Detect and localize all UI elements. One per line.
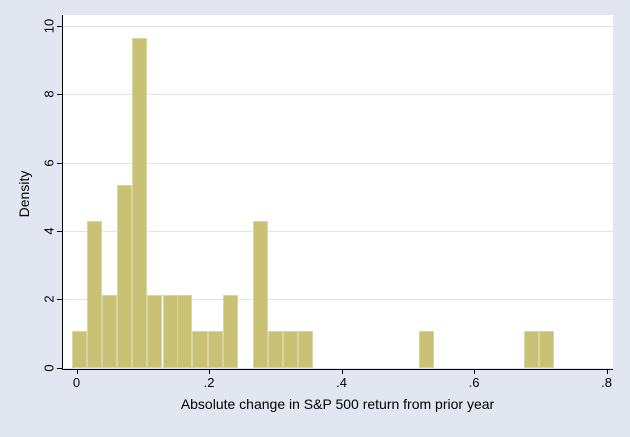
y-tick	[57, 231, 62, 233]
histogram-bar	[252, 221, 268, 368]
x-tick	[606, 369, 608, 374]
histogram-bar	[523, 331, 539, 368]
histogram-bar	[71, 331, 87, 368]
y-tick	[57, 367, 62, 369]
histogram-bar	[162, 294, 178, 368]
x-tick-label: 0	[72, 375, 81, 390]
histogram-bar	[283, 331, 299, 368]
gridline	[63, 367, 613, 369]
plot-area: 0 2 4 6 8 10 0 .2 .4 .6 .8	[42, 15, 613, 390]
histogram-bar	[207, 331, 223, 368]
y-tick-label: 2	[41, 295, 57, 303]
y-tick-label: 0	[41, 364, 57, 372]
y-tick-label: 8	[41, 90, 57, 98]
histogram-bar	[87, 221, 103, 368]
y-tick	[57, 26, 62, 27]
gridline	[63, 94, 613, 96]
y-tick-label: 4	[41, 227, 57, 235]
y-tick	[57, 162, 62, 164]
gridline	[63, 299, 613, 301]
histogram-bar	[177, 294, 193, 368]
histogram-bar	[538, 331, 555, 368]
x-tick	[76, 369, 78, 374]
y-tick-label: 6	[41, 159, 57, 167]
histogram-bar	[267, 331, 284, 368]
gridline	[63, 26, 613, 27]
gridline	[63, 162, 613, 164]
y-tick	[57, 299, 62, 301]
histogram-bar	[222, 294, 238, 368]
histogram-bar	[192, 331, 208, 368]
histogram-bar	[147, 294, 163, 368]
x-tick	[474, 369, 475, 374]
histogram-bar	[132, 38, 148, 368]
histogram-bar	[116, 184, 132, 368]
y-tick-label: 10	[41, 18, 57, 34]
x-tick-label: .6	[468, 375, 480, 390]
x-axis-label: Absolute change in S&P 500 return from p…	[180, 396, 495, 412]
gridline	[63, 231, 613, 233]
y-tick	[57, 94, 62, 96]
x-tick-label: .2	[203, 375, 215, 390]
x-tick	[209, 369, 210, 374]
histogram-bar	[419, 331, 435, 368]
histogram-bar	[297, 331, 313, 368]
x-tick	[341, 369, 343, 374]
x-tick-label: .8	[601, 375, 612, 390]
histogram-bar	[102, 294, 118, 368]
y-axis-label: Density	[16, 170, 32, 218]
x-tick-label: .4	[336, 375, 347, 390]
